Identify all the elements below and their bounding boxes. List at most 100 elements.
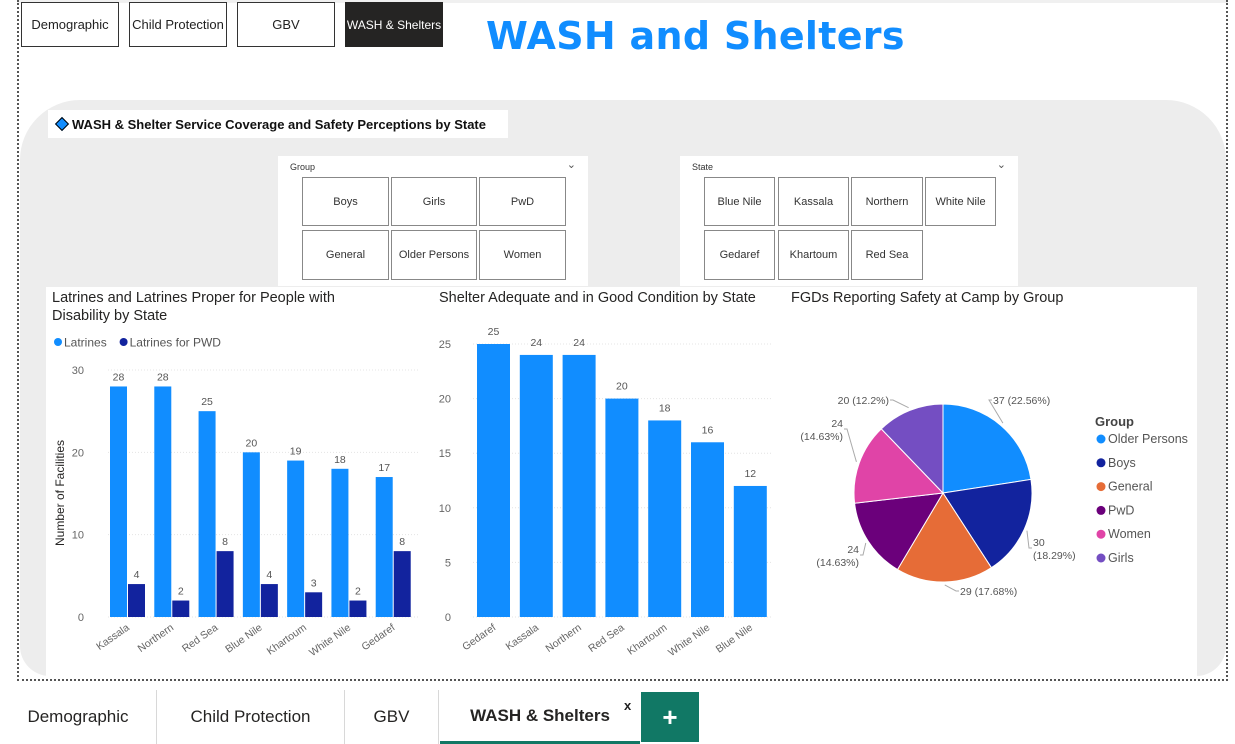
bar	[393, 551, 411, 617]
data-label: 28	[157, 371, 169, 383]
bar	[198, 411, 216, 617]
tab-gbv[interactable]: GBV	[345, 690, 439, 744]
add-page-button[interactable]: +	[641, 692, 699, 742]
slicer-option-khartoum[interactable]: Khartoum	[778, 230, 849, 280]
x-tick-label: Gedaref	[359, 622, 397, 654]
bar	[477, 344, 510, 617]
legend-marker	[119, 338, 128, 346]
slicer-option-red-sea[interactable]: Red Sea	[851, 230, 923, 280]
slicer-option-older-persons[interactable]: Older Persons	[391, 230, 477, 280]
legend-label: Older Persons	[1108, 432, 1188, 446]
bar	[331, 468, 349, 617]
section-title: WASH & Shelter Service Coverage and Safe…	[48, 110, 508, 138]
data-label: 8	[399, 536, 405, 548]
legend-marker	[1096, 529, 1106, 539]
x-tick-label: Khartoum	[625, 621, 669, 657]
x-tick-label: Khartoum	[265, 621, 309, 657]
tab-wash-shelters[interactable]: WASH & Shelters	[440, 690, 640, 744]
bar	[375, 477, 393, 617]
bar	[519, 354, 553, 617]
section-title-text: WASH & Shelter Service Coverage and Safe…	[72, 116, 486, 132]
y-tick-label: 10	[72, 530, 84, 542]
nav-button-wash-shelters[interactable]: WASH & Shelters	[345, 2, 443, 47]
legend-marker	[1096, 553, 1106, 563]
legend-label: Latrines for PWD	[130, 336, 222, 350]
data-label: 8	[222, 536, 228, 548]
pie-slice	[880, 403, 944, 495]
state-slicer: State ⌄ Blue Nile Kassala Northern White…	[680, 156, 1018, 286]
data-label: 16	[702, 424, 714, 436]
slicer-option-northern[interactable]: Northern	[851, 177, 923, 226]
group-slicer: Group ⌄ Boys Girls PwD General Older Per…	[278, 156, 588, 286]
x-tick-label: Kassala	[94, 622, 132, 653]
slicer-option-gedaref[interactable]: Gedaref	[704, 230, 775, 280]
slicer-option-boys[interactable]: Boys	[302, 177, 389, 226]
safety-chart-card: FGDs Reporting Safety at Camp by Group 3…	[785, 287, 1197, 676]
bar	[172, 600, 190, 617]
data-label: 17	[378, 462, 390, 474]
bar	[287, 460, 305, 617]
data-label: 20 (12.2%)	[838, 395, 889, 407]
slicer-option-pwd[interactable]: PwD	[479, 177, 566, 226]
legend-label: Boys	[1108, 456, 1136, 470]
y-tick-label: 25	[439, 339, 451, 351]
nav-button-demographic[interactable]: Demographic	[21, 2, 119, 47]
legend-marker	[1096, 458, 1106, 468]
y-tick-label: 10	[439, 503, 451, 515]
chart-title-safety: FGDs Reporting Safety at Camp by Group	[791, 290, 1064, 306]
legend-marker	[54, 338, 62, 346]
latrines-bar-chart: Latrines Latrines for PWD 0 10 20 30 Number of…	[53, 336, 418, 659]
slicer-option-general[interactable]: General	[302, 230, 389, 280]
pie-slice	[896, 492, 993, 583]
data-label: 20	[616, 381, 628, 393]
close-tab-icon[interactable]: x	[624, 698, 632, 713]
data-label: 20	[246, 437, 258, 449]
slicer-option-girls[interactable]: Girls	[391, 177, 477, 226]
bar	[216, 551, 234, 617]
leader-line	[1026, 530, 1032, 549]
x-tick-label: Northern	[136, 622, 176, 655]
legend-title: Group	[1095, 414, 1134, 429]
data-label: 24	[847, 544, 859, 556]
page-tabs-bar: Demographic Child Protection GBV WASH & …	[0, 690, 1235, 744]
nav-button-gbv[interactable]: GBV	[237, 2, 335, 47]
y-tick-label: 20	[439, 394, 451, 406]
leader-line	[944, 584, 959, 592]
leader-line	[860, 542, 867, 556]
data-label: 29 (17.68%)	[960, 586, 1017, 598]
shelter-chart-card: Shelter Adequate and in Good Condition b…	[433, 287, 785, 676]
x-tick-label: Gedaref	[460, 622, 498, 654]
bar	[154, 386, 172, 617]
chart-title-shelter: Shelter Adequate and in Good Condition b…	[439, 290, 756, 306]
data-label: 18	[659, 402, 671, 414]
x-tick-label: Blue Nile	[714, 622, 755, 656]
slicer-option-kassala[interactable]: Kassala	[778, 177, 849, 226]
pie-slice	[854, 492, 944, 571]
bar	[562, 354, 596, 617]
bar	[128, 584, 145, 617]
pie-slice	[942, 403, 1032, 494]
legend-label: General	[1108, 480, 1152, 494]
x-tick-label: White Nile	[666, 622, 712, 659]
x-tick-label: Red Sea	[180, 622, 220, 655]
slicer-option-women[interactable]: Women	[479, 230, 566, 280]
slicer-option-blue-nile[interactable]: Blue Nile	[704, 177, 775, 226]
nav-button-child-protection[interactable]: Child Protection	[129, 2, 227, 47]
data-label: (14.63%)	[816, 557, 859, 569]
tab-child-protection[interactable]: Child Protection	[157, 690, 345, 744]
chevron-down-icon[interactable]: ⌄	[566, 159, 576, 171]
data-label: 12	[744, 468, 756, 480]
pie-slice	[942, 478, 1033, 569]
chevron-down-icon[interactable]: ⌄	[996, 159, 1006, 171]
y-tick-label: 5	[445, 557, 451, 569]
tab-demographic[interactable]: Demographic	[0, 690, 157, 744]
x-tick-label: Kassala	[504, 622, 542, 653]
slicer-option-white-nile[interactable]: White Nile	[925, 177, 996, 226]
y-tick-label: 0	[78, 612, 84, 624]
data-label: 25	[488, 326, 500, 338]
leader-line	[890, 399, 909, 409]
x-tick-label: Red Sea	[586, 622, 626, 655]
y-tick-label: 20	[72, 447, 84, 459]
bar	[648, 420, 682, 617]
pie-slice	[853, 428, 945, 504]
